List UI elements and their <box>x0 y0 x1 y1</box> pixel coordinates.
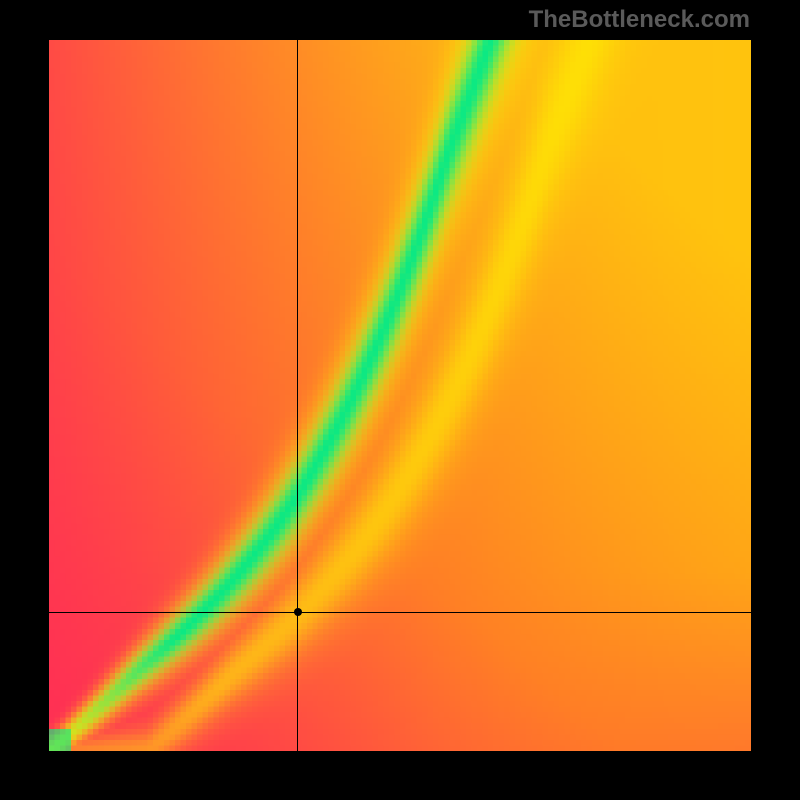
watermark-text: TheBottleneck.com <box>529 6 750 34</box>
chart-container: { "canvas": { "width": 800, "height": 80… <box>0 0 800 800</box>
crosshair-marker <box>294 608 302 616</box>
bottleneck-heatmap <box>49 40 751 751</box>
crosshair-vertical <box>297 40 298 751</box>
crosshair-horizontal <box>49 612 751 613</box>
